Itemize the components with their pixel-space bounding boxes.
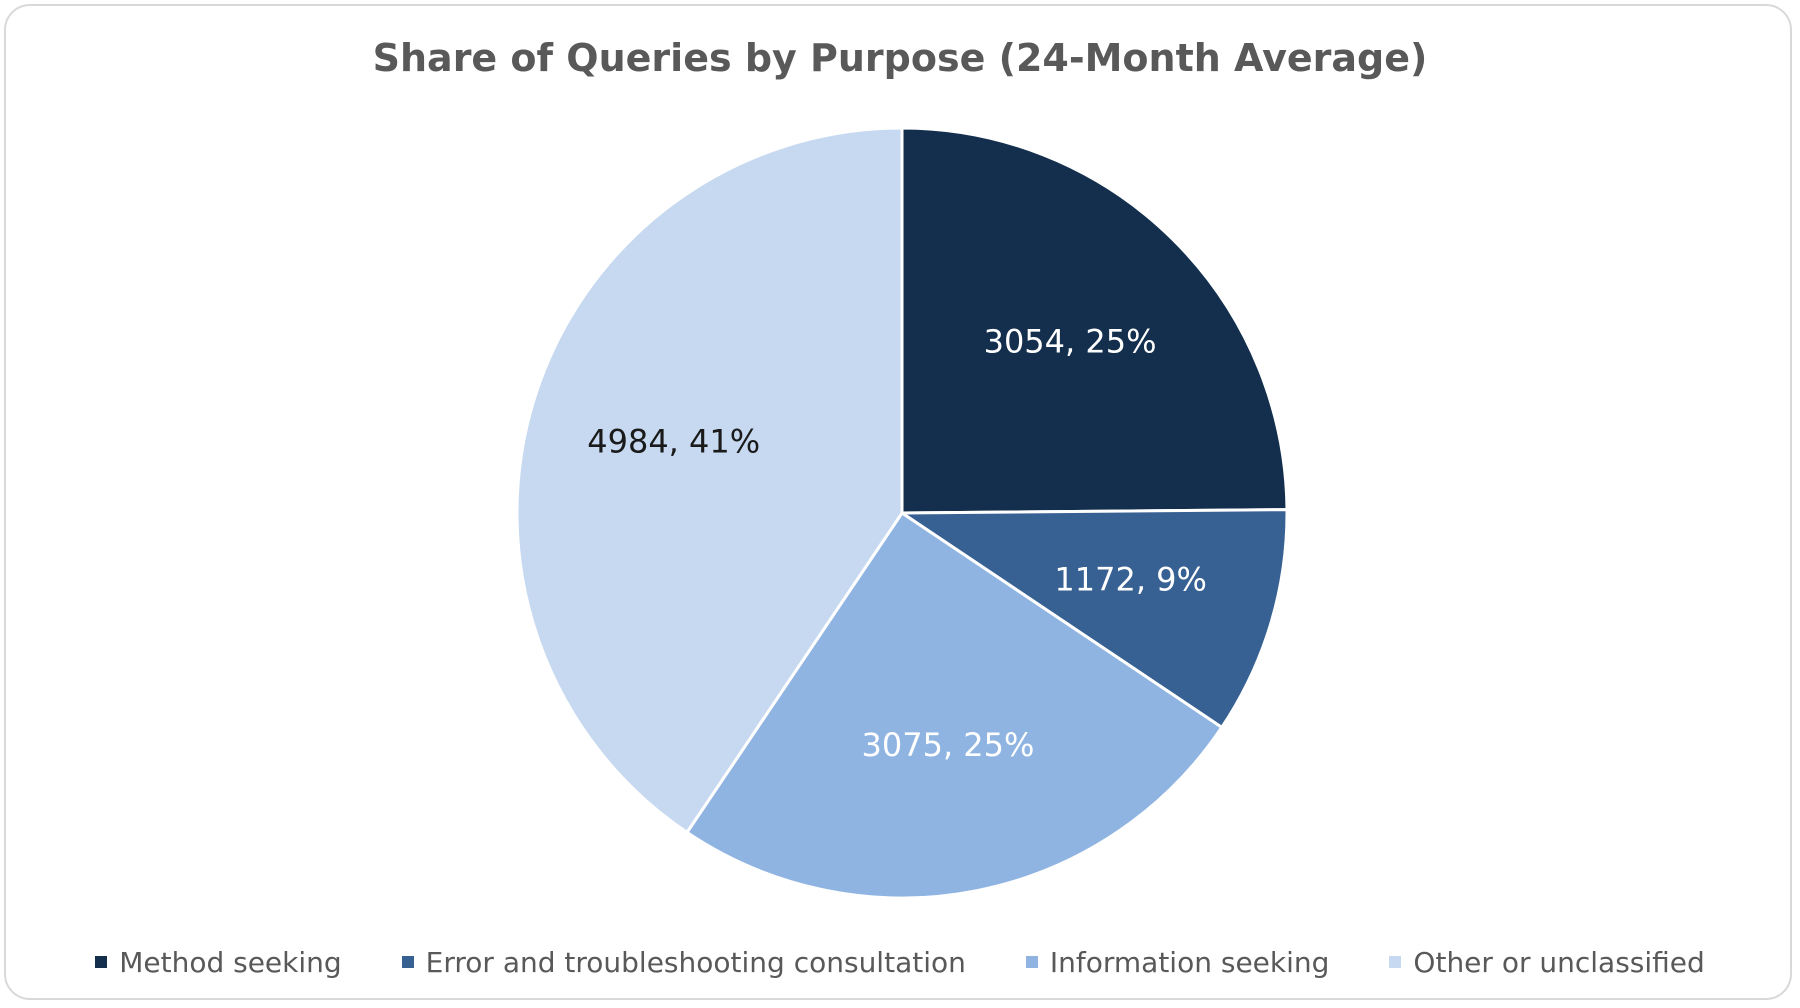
pie-chart: 3054, 25% 1172, 9% 3075, 25% 4984, 41%	[515, 126, 1289, 900]
legend-item-error-troubleshooting: Error and troubleshooting consultation	[401, 945, 966, 979]
legend-item-method-seeking: Method seeking	[95, 945, 342, 979]
pie-slice-information-seeking	[685, 511, 1224, 900]
pie-slice-error-troubleshooting	[900, 508, 1289, 729]
chart-title: Share of Queries by Purpose (24-Month Av…	[372, 36, 1428, 80]
data-label-error-troubleshooting: 1172, 9%	[1054, 560, 1207, 598]
legend-swatch	[95, 956, 108, 968]
pie-slice-method-seeking	[900, 126, 1289, 515]
data-label-information-seeking: 3075, 25%	[862, 726, 1035, 764]
legend-label: Error and troubleshooting consultation	[425, 945, 966, 979]
chart-legend: Method seeking Error and troubleshooting…	[6, 940, 1794, 984]
data-label-other-unclassified: 4984, 41%	[587, 422, 760, 460]
legend-label: Other or unclassified	[1413, 945, 1705, 979]
chart-frame: Share of Queries by Purpose (24-Month Av…	[4, 4, 1792, 1000]
pie-slice-other-unclassified	[515, 126, 904, 834]
legend-swatch	[1389, 956, 1402, 968]
legend-item-information-seeking: Information seeking	[1025, 945, 1330, 979]
legend-label: Information seeking	[1049, 945, 1330, 979]
data-label-method-seeking: 3054, 25%	[984, 322, 1157, 360]
legend-swatch	[1025, 956, 1038, 968]
legend-label: Method seeking	[119, 945, 342, 979]
legend-item-other-unclassified: Other or unclassified	[1389, 945, 1705, 979]
legend-swatch	[401, 956, 414, 968]
